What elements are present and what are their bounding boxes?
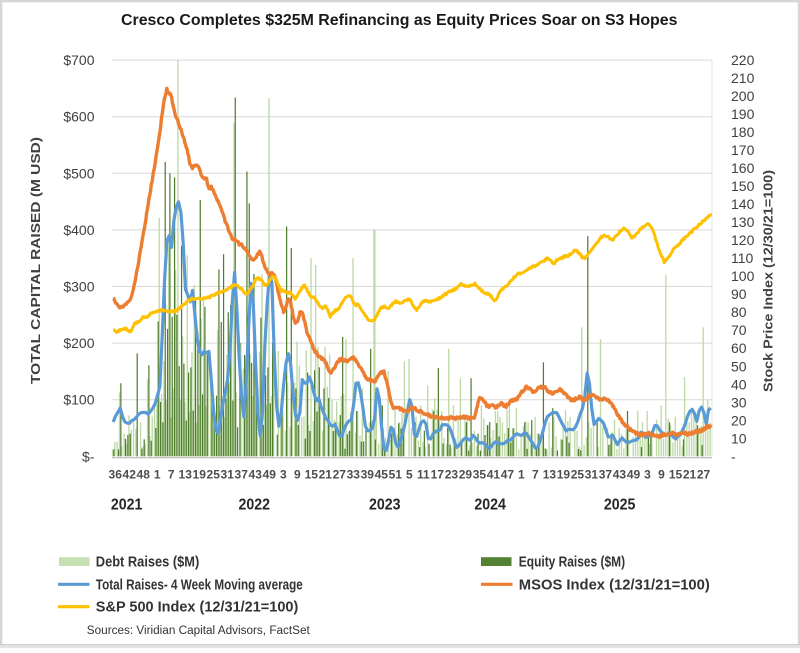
svg-text:1: 1 [518, 468, 525, 482]
svg-text:Cresco Completes $325M Refinan: Cresco Completes $325M Refinancing as Eq… [121, 12, 678, 29]
svg-text:2025: 2025 [604, 497, 636, 514]
svg-text:2023: 2023 [369, 497, 401, 514]
svg-text:$-: $- [82, 448, 95, 464]
svg-text:25: 25 [571, 468, 585, 482]
svg-text:210: 210 [731, 70, 755, 86]
svg-text:TOTAL CAPITAL RAISED (M USD): TOTAL CAPITAL RAISED (M USD) [29, 137, 43, 384]
svg-text:1: 1 [154, 468, 161, 482]
svg-text:140: 140 [731, 196, 755, 212]
svg-text:13: 13 [179, 468, 193, 482]
svg-text:2024: 2024 [474, 497, 506, 514]
svg-text:Sources: Viridian Capital Advi: Sources: Viridian Capital Advisors, Fact… [87, 625, 311, 637]
svg-text:2021: 2021 [111, 497, 143, 514]
svg-text:27: 27 [333, 468, 347, 482]
svg-text:51: 51 [389, 468, 403, 482]
svg-text:29: 29 [459, 468, 473, 482]
svg-text:200: 200 [731, 88, 755, 104]
svg-text:100: 100 [731, 268, 755, 284]
svg-text:15: 15 [305, 468, 319, 482]
svg-text:10: 10 [731, 430, 747, 446]
svg-text:23: 23 [445, 468, 459, 482]
svg-text:Total Raises- 4 Week Moving av: Total Raises- 4 Week Moving average [96, 576, 303, 593]
svg-text:43: 43 [613, 468, 627, 482]
svg-text:45: 45 [375, 468, 389, 482]
svg-text:21: 21 [319, 468, 333, 482]
svg-text:110: 110 [731, 250, 754, 266]
svg-text:160: 160 [731, 160, 755, 176]
svg-text:30: 30 [731, 394, 747, 410]
svg-text:15: 15 [669, 468, 683, 482]
svg-text:$200: $200 [63, 335, 94, 351]
svg-text:25: 25 [207, 468, 221, 482]
svg-text:13: 13 [543, 468, 557, 482]
svg-text:33: 33 [347, 468, 361, 482]
svg-text:9: 9 [658, 468, 665, 482]
svg-text:9: 9 [294, 468, 301, 482]
svg-text:19: 19 [193, 468, 207, 482]
svg-text:2022: 2022 [239, 497, 270, 514]
svg-text:50: 50 [731, 358, 747, 374]
svg-text:3: 3 [644, 468, 651, 482]
svg-text:$500: $500 [63, 165, 94, 181]
svg-text:220: 220 [731, 52, 755, 68]
svg-text:48: 48 [137, 468, 151, 482]
svg-text:90: 90 [731, 286, 747, 302]
svg-text:21: 21 [683, 468, 697, 482]
svg-text:170: 170 [731, 142, 755, 158]
svg-text:MSOS Index (12/31/21=100): MSOS Index (12/31/21=100) [519, 576, 710, 593]
svg-text:-: - [731, 448, 736, 464]
svg-text:S&P 500 Index (12/31/21=100): S&P 500 Index (12/31/21=100) [96, 599, 298, 616]
svg-text:41: 41 [487, 468, 501, 482]
svg-text:60: 60 [731, 340, 747, 356]
svg-text:130: 130 [731, 214, 755, 230]
svg-text:31: 31 [585, 468, 599, 482]
svg-text:190: 190 [731, 106, 755, 122]
svg-text:Stock Price Index (12/30/21=10: Stock Price Index (12/30/21=100) [762, 170, 776, 392]
svg-text:47: 47 [501, 468, 515, 482]
svg-text:5: 5 [406, 468, 413, 482]
svg-text:$600: $600 [63, 109, 94, 125]
svg-text:49: 49 [263, 468, 277, 482]
svg-text:43: 43 [249, 468, 263, 482]
svg-text:Equity Raises ($M): Equity Raises ($M) [519, 554, 625, 571]
svg-text:42: 42 [123, 468, 137, 482]
svg-text:35: 35 [473, 468, 487, 482]
svg-text:37: 37 [599, 468, 613, 482]
svg-text:$700: $700 [63, 52, 94, 68]
svg-text:31: 31 [221, 468, 235, 482]
svg-text:$300: $300 [63, 279, 94, 295]
svg-text:120: 120 [731, 232, 755, 248]
svg-text:27: 27 [697, 468, 711, 482]
svg-text:37: 37 [235, 468, 249, 482]
svg-text:11: 11 [417, 468, 430, 482]
svg-text:49: 49 [627, 468, 641, 482]
svg-text:7: 7 [168, 468, 175, 482]
svg-text:17: 17 [431, 468, 445, 482]
svg-text:3: 3 [280, 468, 287, 482]
svg-text:$100: $100 [63, 392, 94, 408]
svg-text:20: 20 [731, 412, 747, 428]
svg-text:40: 40 [731, 376, 747, 392]
svg-text:7: 7 [532, 468, 539, 482]
svg-text:180: 180 [731, 124, 755, 140]
svg-text:$400: $400 [63, 222, 94, 238]
svg-text:39: 39 [361, 468, 375, 482]
svg-text:80: 80 [731, 304, 747, 320]
svg-text:Debt Raises ($M): Debt Raises ($M) [96, 554, 200, 571]
svg-text:36: 36 [109, 468, 123, 482]
svg-text:70: 70 [731, 322, 747, 338]
svg-text:150: 150 [731, 178, 755, 194]
svg-text:19: 19 [557, 468, 571, 482]
